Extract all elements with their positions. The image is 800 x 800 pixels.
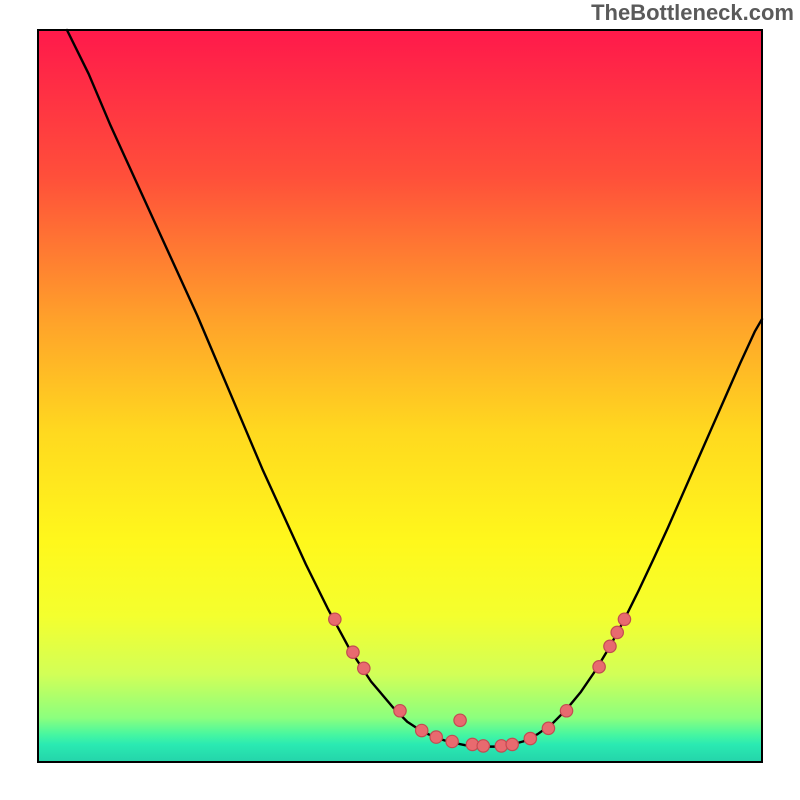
data-marker	[416, 724, 428, 736]
data-marker	[506, 738, 518, 750]
data-marker	[593, 661, 605, 673]
data-marker	[542, 722, 554, 734]
data-marker	[358, 662, 370, 674]
data-marker	[618, 613, 630, 625]
data-marker	[611, 626, 623, 638]
chart-svg	[0, 0, 800, 800]
plot-background	[38, 30, 762, 762]
chart-container: TheBottleneck.com	[0, 0, 800, 800]
watermark-text: TheBottleneck.com	[591, 0, 794, 26]
data-marker	[560, 705, 572, 717]
data-marker	[347, 646, 359, 658]
data-marker	[394, 705, 406, 717]
data-marker	[524, 732, 536, 744]
data-marker	[477, 740, 489, 752]
data-marker	[430, 731, 442, 743]
data-marker	[446, 735, 458, 747]
data-marker	[329, 613, 341, 625]
data-marker	[604, 640, 616, 652]
data-marker	[454, 714, 466, 726]
